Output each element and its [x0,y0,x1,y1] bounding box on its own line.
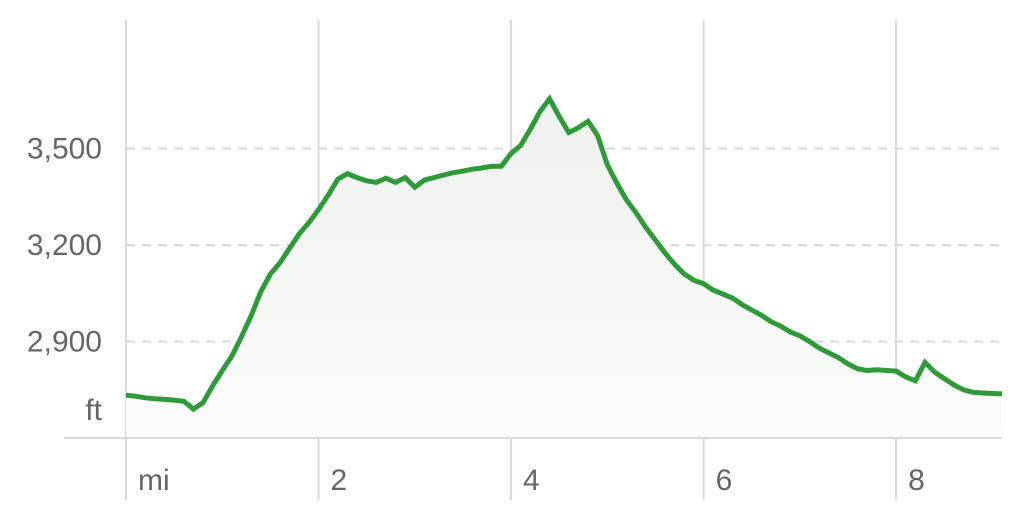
y-tick-label: 3,200 [27,229,102,262]
tick-labels: ft mi 2 4 6 8 2,900 3,200 3,500 [27,133,925,497]
elevation-area-fill [126,98,1002,439]
y-axis-unit-label: ft [85,394,102,427]
x-tick-label: 6 [716,464,733,497]
x-tick-label: 4 [523,464,540,497]
y-tick-label: 3,500 [27,133,102,166]
elevation-line-path [125,94,1003,413]
elevation-line [125,94,1003,413]
y-tick-label: 2,900 [27,326,102,359]
x-axis-unit-label: mi [138,464,170,497]
x-tick-label: 8 [908,464,925,497]
elevation-area [126,98,1002,439]
x-tick-label: 2 [331,464,348,497]
